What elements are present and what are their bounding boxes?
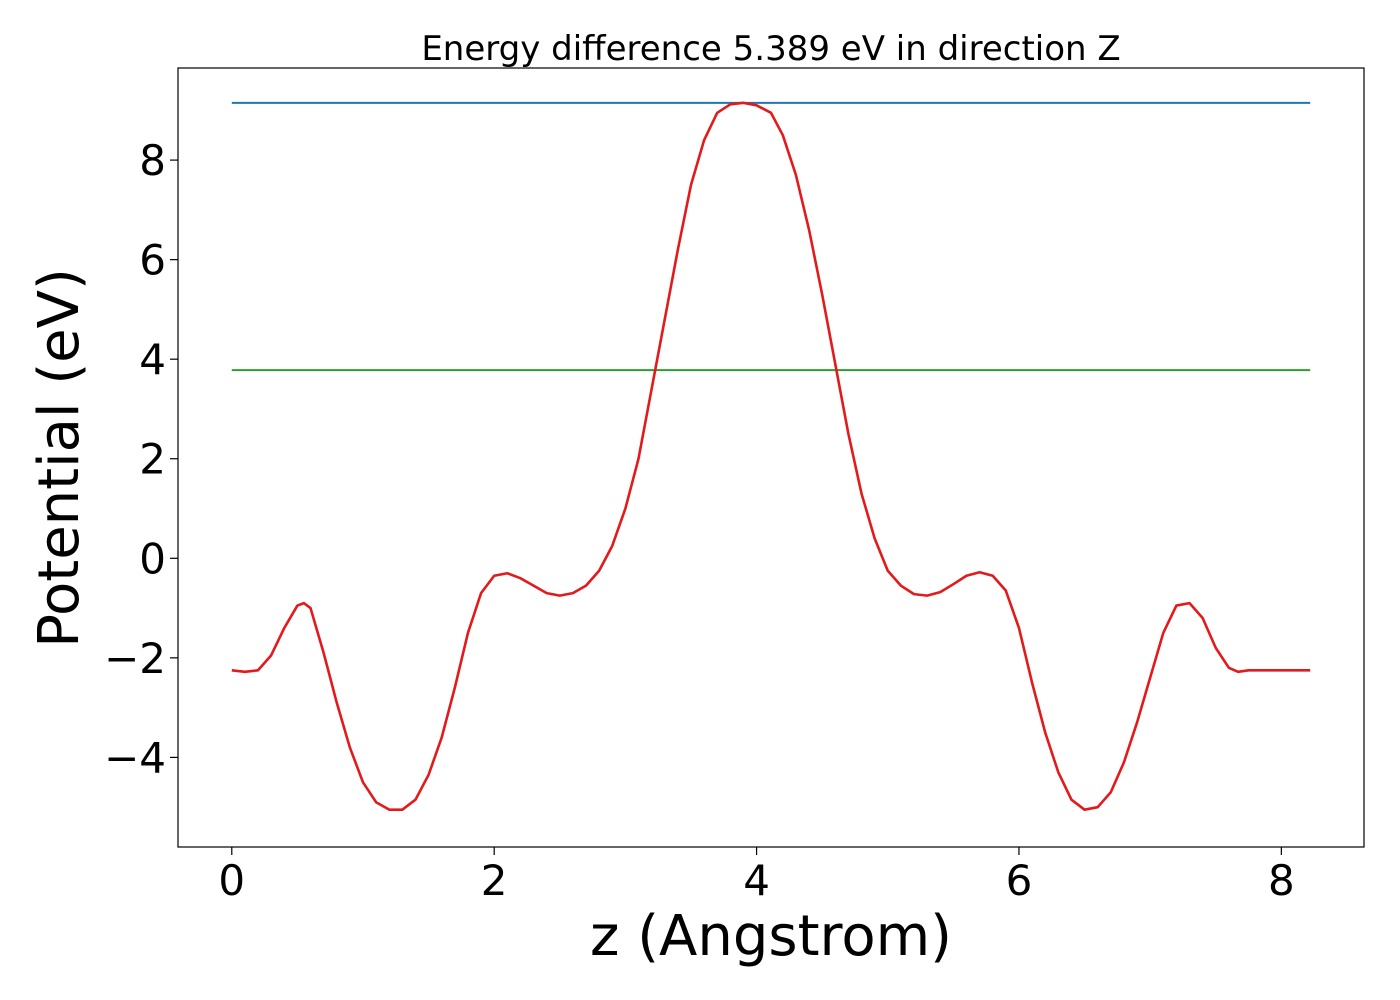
y-tick-label: 0 bbox=[139, 534, 166, 583]
x-tick-label: 2 bbox=[481, 856, 508, 905]
y-axis: −4 −2 0 2 4 6 8 bbox=[104, 136, 178, 782]
y-tick-label: 2 bbox=[139, 435, 166, 484]
series-line-3 bbox=[231, 101, 1311, 811]
series-layer bbox=[231, 101, 1311, 811]
plot-frame bbox=[177, 67, 1365, 848]
y-tick-label: −2 bbox=[104, 634, 166, 683]
x-tick-label: 8 bbox=[1268, 856, 1295, 905]
y-tick-label: −4 bbox=[104, 733, 166, 782]
x-tick-label: 6 bbox=[1006, 856, 1033, 905]
chart-title: Energy difference 5.389 eV in direction … bbox=[421, 29, 1120, 69]
y-axis-label: Potential (eV) bbox=[27, 268, 92, 648]
y-tick-label: 4 bbox=[139, 335, 166, 384]
x-axis-label: z (Angstrom) bbox=[590, 904, 952, 969]
x-axis: 0 2 4 6 8 bbox=[218, 847, 1295, 905]
y-tick-label: 6 bbox=[139, 236, 166, 285]
x-tick-label: 0 bbox=[218, 856, 245, 905]
y-tick-label: 8 bbox=[139, 136, 166, 185]
x-tick-label: 4 bbox=[743, 856, 770, 905]
